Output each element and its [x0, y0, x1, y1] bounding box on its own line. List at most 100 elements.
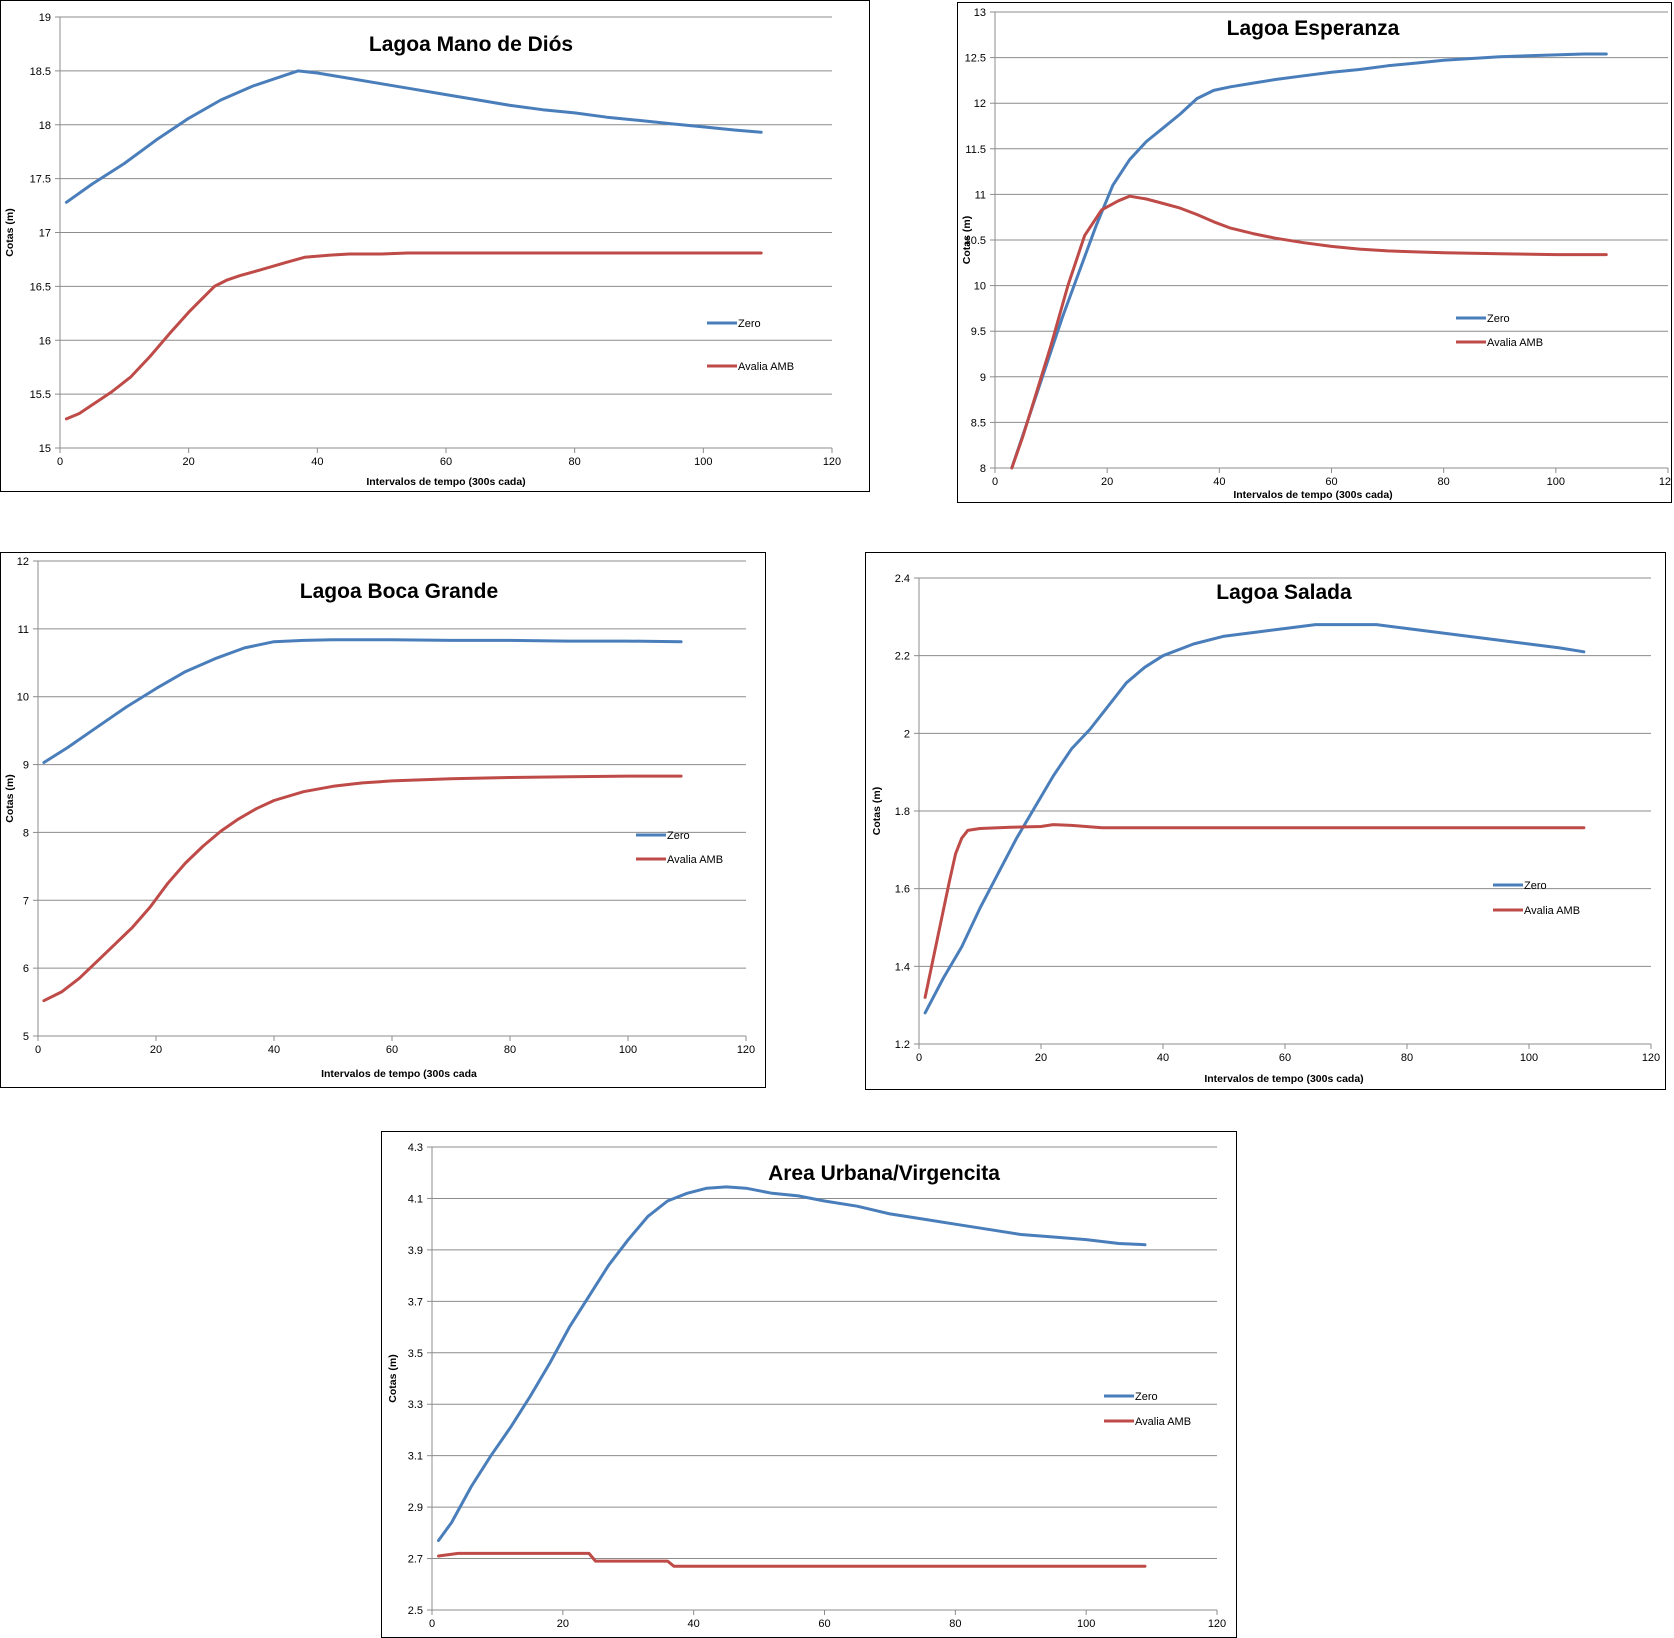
x-tick-label: 120: [1642, 1052, 1660, 1064]
y-tick-label: 3.3: [408, 1399, 423, 1411]
y-tick-label: 1.6: [895, 884, 910, 896]
y-tick-label: 12: [974, 98, 986, 110]
x-tick-label: 60: [386, 1044, 398, 1056]
x-tick-label: 0: [916, 1052, 922, 1064]
y-tick-label: 10: [974, 281, 986, 293]
y-tick-label: 13: [974, 7, 986, 19]
x-tick-label: 120: [1208, 1618, 1226, 1630]
y-tick-label: 12.5: [965, 53, 986, 65]
chart-lagoa-salada: 1.2 1.4 1.6 1.8 2 2.2 2.4 0 20 40 60 80 100 120 Lagoa …: [865, 552, 1666, 1090]
y-tick-label: 1.2: [895, 1039, 910, 1051]
x-tick-label: 20: [1035, 1052, 1047, 1064]
y-axis-label: Cotas (m): [871, 787, 883, 835]
y-axis-label: Cotas (m): [4, 774, 16, 822]
x-tick-label: 60: [1325, 476, 1337, 488]
chart-svg: 2.5 2.7 2.9 3.1 3.3 3.5 3.7 3.9 4.1 4.3 0 20 40 60 80 1…: [387, 1142, 1226, 1630]
y-tick-label: 8: [23, 827, 29, 839]
legend-label: Avalia AMB: [738, 361, 794, 373]
y-tick-label: 5: [23, 1031, 29, 1043]
y-tick-label: 4.1: [408, 1193, 423, 1205]
y-tick-label: 2.7: [408, 1554, 423, 1566]
y-tick-label: 10.5: [965, 235, 986, 247]
y-axis-label: Cotas (m): [387, 1354, 399, 1402]
y-tick-label: 15.5: [30, 389, 51, 401]
y-tick-label: 2.2: [895, 651, 910, 663]
legend-label: Avalia AMB: [1487, 337, 1543, 349]
series-line-zero: [64, 69, 763, 204]
y-tick-label: 16: [39, 335, 51, 347]
legend-label: Avalia AMB: [667, 854, 723, 866]
chart-area-urbana-virgencita: 2.5 2.7 2.9 3.1 3.3 3.5 3.7 3.9 4.1 4.3 0 20 40 60 80 1…: [381, 1131, 1237, 1638]
x-tick-label: 100: [1077, 1618, 1095, 1630]
x-tick-label: 40: [1157, 1052, 1169, 1064]
y-tick-label: 8: [980, 463, 986, 475]
y-tick-label: 3.9: [408, 1245, 423, 1257]
series-line-avalia-amb: [437, 1551, 1147, 1568]
x-tick-label: 0: [57, 456, 63, 468]
y-tick-label: 3.7: [408, 1296, 423, 1308]
x-tick-label: 80: [504, 1044, 516, 1056]
y-tick-label: 15: [39, 443, 51, 455]
x-tick-label: 120: [823, 456, 841, 468]
x-tick-label: 20: [557, 1618, 569, 1630]
series-line-zero: [437, 1185, 1147, 1542]
x-tick-label: 40: [688, 1618, 700, 1630]
legend-label: Avalia AMB: [1524, 905, 1580, 917]
y-tick-label: 8.5: [971, 417, 986, 429]
x-axis-label: Intervalos de tempo (300s cada): [1233, 489, 1392, 501]
legend-label: Zero: [1487, 313, 1510, 325]
x-tick-label: 60: [818, 1618, 830, 1630]
y-tick-label: 4.3: [408, 1142, 423, 1154]
x-tick-label: 0: [992, 476, 998, 488]
y-tick-label: 11: [18, 624, 29, 636]
chart-title: Area Urbana/Virgencita: [768, 1162, 1000, 1185]
chart-lagoa-boca-grande: 5 6 7 8 9 10 11 12 0 20 40 60 80 100 120 Lagoa Boca Gra…: [0, 552, 766, 1088]
x-tick-label: 100: [1547, 476, 1565, 488]
y-tick-label: 9.5: [971, 326, 986, 338]
chart-svg: 8 8.5 9 9.5 10 10.5 11 11.5 12 12.5 13 0 20 40 60 80 100…: [961, 7, 1671, 501]
y-tick-label: 12: [17, 556, 29, 568]
x-tick-label: 0: [429, 1618, 435, 1630]
chart-lagoa-mano-de-dios: 15 15.5 16 16.5 17 17.5 18 18.5 19 0 20 40 60 80 100 12…: [0, 0, 870, 492]
x-tick-label: 80: [1438, 476, 1450, 488]
series-line-zero: [923, 623, 1586, 1015]
y-tick-label: 2.9: [408, 1502, 423, 1514]
x-tick-label: 120: [737, 1044, 755, 1056]
series-line-avalia-amb: [1010, 194, 1608, 470]
series-line-avalia-amb: [42, 774, 683, 1003]
y-tick-label: 1.4: [895, 961, 910, 973]
y-tick-label: 2: [904, 728, 910, 740]
chart-title: Lagoa Esperanza: [1227, 17, 1400, 40]
x-axis-label: Intervalos de tempo (300s cada): [1204, 1073, 1363, 1085]
y-tick-label: 2.4: [895, 573, 910, 585]
chart-title: Lagoa Mano de Diós: [369, 33, 573, 56]
series-line-avalia-amb: [64, 251, 763, 421]
x-tick-label: 40: [1213, 476, 1225, 488]
y-tick-label: 7: [23, 895, 29, 907]
x-tick-label: 60: [440, 456, 452, 468]
x-tick-label: 40: [311, 456, 323, 468]
y-tick-label: 6: [23, 963, 29, 975]
x-tick-label: 20: [1101, 476, 1113, 488]
x-tick-label: 60: [1279, 1052, 1291, 1064]
x-tick-label: 20: [183, 456, 195, 468]
chart-lagoa-esperanza: 8 8.5 9 9.5 10 10.5 11 11.5 12 12.5 13 0 20 40 60 80 100…: [957, 2, 1672, 503]
x-tick-label: 80: [1401, 1052, 1413, 1064]
y-tick-label: 18: [39, 120, 51, 132]
x-tick-label: 100: [1520, 1052, 1538, 1064]
x-tick-label: 0: [35, 1044, 41, 1056]
legend-label: Zero: [667, 830, 690, 842]
x-tick-label: 100: [619, 1044, 637, 1056]
chart-svg: 1.2 1.4 1.6 1.8 2 2.2 2.4 0 20 40 60 80 100 120 Lagoa …: [871, 573, 1660, 1085]
y-tick-label: 9: [980, 372, 986, 384]
y-tick-label: 16.5: [30, 281, 51, 293]
chart-svg: 15 15.5 16 16.5 17 17.5 18 18.5 19 0 20 40 60 80 100 12…: [4, 12, 841, 488]
x-tick-label: 80: [949, 1618, 961, 1630]
y-tick-label: 19: [39, 12, 51, 24]
series-line-zero: [1010, 52, 1608, 470]
y-tick-label: 1.8: [895, 806, 910, 818]
x-tick-label: 40: [268, 1044, 280, 1056]
x-tick-label: 20: [150, 1044, 162, 1056]
x-tick-label: 80: [569, 456, 581, 468]
